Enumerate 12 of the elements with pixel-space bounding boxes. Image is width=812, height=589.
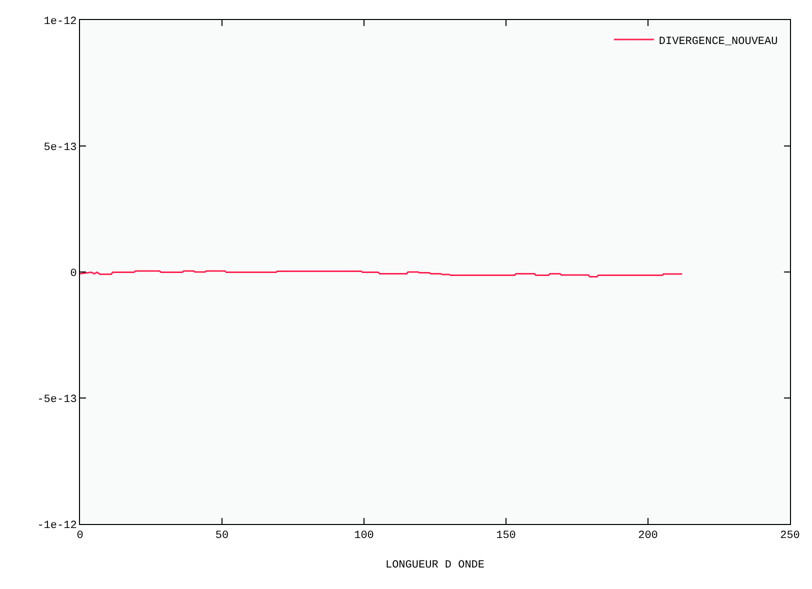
y-tick-label: -5e-13 bbox=[37, 394, 77, 406]
x-axis-title: LONGUEUR D ONDE bbox=[385, 559, 485, 572]
x-tick-label: 200 bbox=[638, 530, 658, 542]
x-tick-label: 150 bbox=[496, 530, 516, 542]
y-tick-label: 1e-12 bbox=[44, 16, 77, 28]
x-tick-label: 100 bbox=[354, 530, 374, 542]
x-tick-label: 250 bbox=[780, 530, 800, 542]
y-tick-label: 0 bbox=[70, 268, 77, 280]
y-tick-label: 5e-13 bbox=[44, 142, 77, 154]
legend-label: DIVERGENCE_NOUVEAU bbox=[658, 36, 778, 48]
y-tick-label: -1e-12 bbox=[37, 520, 77, 532]
x-tick-label: 50 bbox=[215, 530, 229, 542]
